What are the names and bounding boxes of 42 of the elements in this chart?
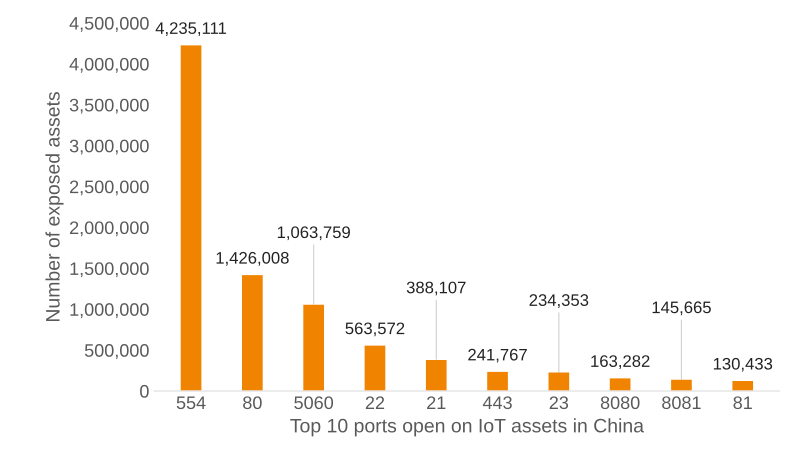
bar	[486, 370, 510, 391]
y-tick-label: 2,000,000	[70, 221, 149, 236]
bar	[547, 371, 571, 391]
data-label: 388,107	[406, 282, 466, 296]
data-label: 241,767	[468, 348, 527, 363]
x-tick-label: 8080	[600, 396, 640, 410]
data-label: 1,426,008	[216, 252, 289, 266]
x-tick-label: 5060	[294, 396, 334, 410]
x-tick-label: 21	[427, 396, 446, 409]
data-label: 130,433	[714, 358, 772, 372]
bar	[363, 344, 387, 391]
x-tick-label: 554	[176, 396, 206, 410]
y-axis-title: Number of exposed assets	[45, 92, 64, 322]
data-label: 4,235,111	[156, 22, 226, 36]
bar	[424, 358, 448, 391]
bar	[731, 380, 754, 391]
bar	[670, 378, 694, 391]
x-axis-title: Top 10 ports open on IoT assets in China	[290, 418, 644, 436]
bar	[240, 274, 264, 391]
data-label: 1,063,759	[278, 226, 350, 240]
y-tick-label: 3,000,000	[70, 140, 149, 155]
data-label: 563,572	[346, 322, 404, 336]
data-label: 163,282	[591, 355, 650, 369]
x-tick-label: 81	[733, 396, 752, 410]
y-tick-label: 500,000	[84, 344, 149, 359]
y-tick-label: 4,000,000	[70, 58, 149, 73]
data-label: 234,353	[530, 294, 588, 308]
y-tick-label: 0	[140, 384, 149, 398]
bar	[179, 44, 203, 391]
x-tick-label: 443	[482, 396, 512, 410]
x-tick-label: 8081	[662, 396, 701, 410]
bar	[302, 303, 326, 391]
data-label: 145,665	[652, 301, 711, 316]
y-tick-label: 2,500,000	[70, 180, 149, 196]
x-tick-label: 23	[550, 396, 568, 410]
y-tick-label: 4,500,000	[70, 16, 149, 32]
x-tick-label: 22	[366, 396, 384, 409]
x-tick-label: 80	[243, 396, 262, 410]
y-tick-label: 1,500,000	[70, 262, 149, 278]
y-tick-label: 1,000,000	[70, 303, 149, 318]
bar	[608, 376, 632, 391]
y-tick-label: 3,500,000	[70, 98, 149, 114]
